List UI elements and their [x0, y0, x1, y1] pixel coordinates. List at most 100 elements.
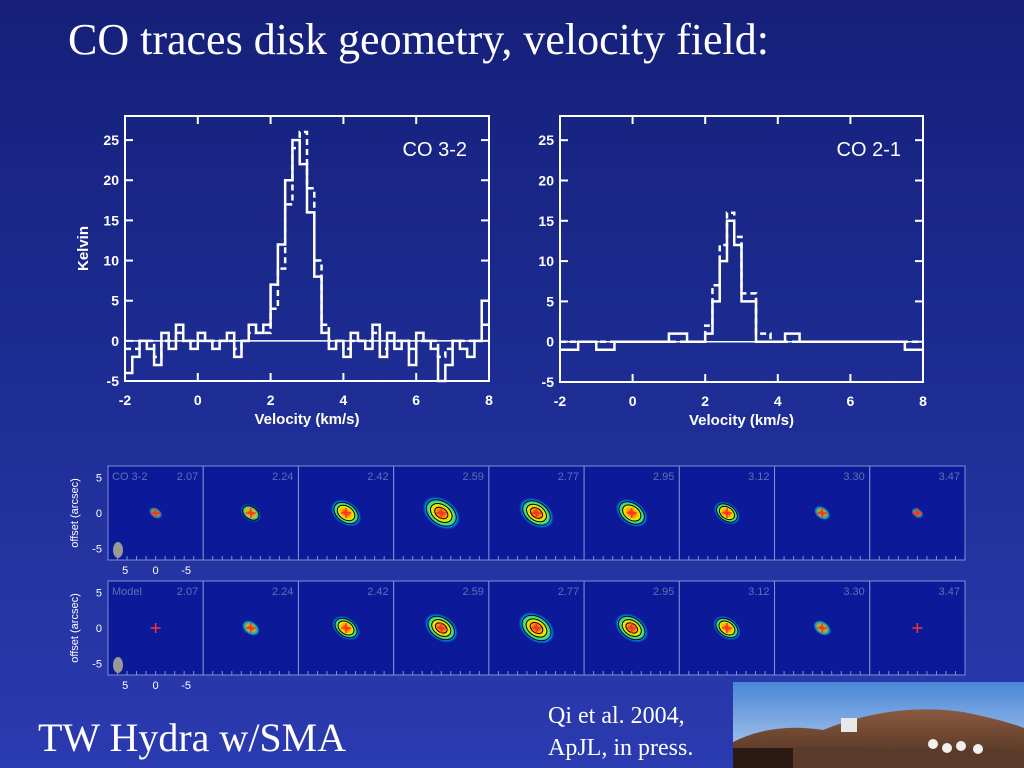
contour: [625, 622, 639, 634]
x-tick-label: 6: [412, 392, 420, 408]
contour: [431, 619, 452, 637]
contour: [427, 615, 456, 641]
channel-row-label: CO 3-2: [112, 471, 147, 483]
y-tick-label: 0: [111, 333, 119, 349]
contour: [337, 620, 355, 636]
x-tick-label: 0: [153, 680, 159, 692]
spectrum-series-1: [125, 138, 489, 383]
y-tick-label: -5: [107, 373, 120, 389]
x-tick-label: 2: [701, 393, 709, 409]
channel-velocity-label: 2.77: [558, 586, 579, 598]
beam-ellipse: [113, 657, 123, 673]
contour: [434, 622, 448, 634]
channel-map-row-observed: 2.07 CO 3-2 2.24 2.42 2.59 2.77 2.95 3.12 3.30 3.…: [69, 465, 966, 577]
contour: [526, 503, 547, 523]
channel-velocity-label: 2.95: [653, 586, 674, 598]
slide-title: CO traces disk geometry, velocity field:: [68, 15, 769, 64]
channel-velocity-label: 3.30: [843, 586, 864, 598]
channel-map-row-model: 2.07 Model 2.24 2.42 2.59 2.77 2.95 3.12 3.30 3.4…: [69, 580, 966, 692]
channel-velocity-label: 3.30: [843, 471, 864, 483]
contour: [425, 499, 457, 527]
channel-panel: 2.59: [393, 580, 490, 676]
contour: [242, 505, 260, 521]
channel-panel: 3.47: [869, 465, 966, 561]
contour: [529, 507, 544, 519]
contour: [333, 501, 359, 525]
x-tick-label: -2: [554, 393, 567, 409]
x-tick-label: -5: [181, 680, 191, 692]
channel-panel: 2.95: [583, 465, 680, 561]
channel-panel: 2.07 CO 3-2: [107, 465, 204, 561]
plot-frame: [559, 115, 924, 383]
contour: [521, 614, 552, 642]
channel-velocity-label: 2.77: [558, 471, 579, 483]
x-tick-label: 5: [122, 565, 128, 577]
channel-velocity-label: 3.47: [939, 471, 960, 483]
panel-label: CO 2-1: [837, 139, 901, 161]
x-tick-label: 6: [847, 393, 855, 409]
y-tick-label: 25: [103, 132, 119, 148]
y-tick-label: -5: [92, 544, 102, 556]
channel-velocity-label: 2.07: [177, 586, 198, 598]
contour: [522, 500, 551, 526]
channel-panel: 2.42: [297, 580, 395, 676]
citation: Qi et al. 2004, ApJL, in press.: [548, 700, 693, 764]
channel-velocity-label: 2.07: [177, 471, 198, 483]
y-tick-label: -5: [92, 659, 102, 671]
channel-velocity-label: 2.42: [367, 586, 388, 598]
beam-ellipse: [113, 542, 123, 558]
contour: [430, 502, 453, 524]
y-tick-label: 5: [546, 293, 554, 309]
x-tick-label: 5: [122, 680, 128, 692]
contour: [621, 619, 642, 637]
channel-velocity-label: 3.47: [939, 586, 960, 598]
spectrum-panel-1: -2 0 2 4 6 8 -5 0 5 10 15 20 25 CO 3-2 Velocity (km/s)…: [75, 115, 493, 428]
channel-velocity-label: 2.59: [462, 471, 483, 483]
channel-velocity-label: 3.12: [748, 586, 769, 598]
channel-velocity-label: 2.24: [272, 471, 293, 483]
channel-panel: 3.12: [678, 465, 776, 561]
y-tick-label: 20: [103, 172, 119, 188]
y-tick-label: 5: [111, 293, 119, 309]
channel-panel: 2.59: [393, 465, 490, 561]
y-tick-label: 0: [546, 334, 554, 350]
y-axis-label: Kelvin: [75, 226, 92, 271]
x-tick-label: -5: [181, 565, 191, 577]
y-tick-label: 5: [96, 472, 102, 484]
channel-panel: 2.42: [297, 465, 395, 561]
contour: [617, 615, 646, 641]
x-axis-label: Velocity (km/s): [689, 412, 794, 429]
channel-panel: 2.95: [583, 580, 680, 676]
channel-panel: 3.47: [869, 580, 966, 676]
contour: [718, 505, 735, 521]
spectrum-series-2: [560, 211, 923, 343]
panel-label: CO 3-2: [403, 139, 467, 161]
channel-panel: 3.30: [774, 580, 871, 676]
channel-panel: 3.30: [774, 465, 871, 561]
spectrum-series-2: [125, 130, 489, 359]
channel-panel: 3.12: [678, 580, 776, 676]
channel-velocity-label: 2.95: [653, 471, 674, 483]
y-tick-label: 10: [103, 253, 119, 269]
x-axis-label: Velocity (km/s): [254, 411, 359, 428]
contour: [525, 618, 548, 638]
contour: [715, 503, 738, 523]
y-axis-label: offset (arcsec): [69, 593, 81, 663]
citation-line-1: Qi et al. 2004,: [548, 703, 685, 729]
x-tick-label: 8: [485, 392, 493, 408]
footer-title: TW Hydra w/SMA: [38, 715, 347, 760]
y-tick-label: 10: [538, 253, 554, 269]
y-axis-label: offset (arcsec): [69, 478, 81, 548]
channel-panel: 2.77: [488, 465, 585, 561]
contour: [718, 620, 736, 636]
channel-velocity-label: 2.24: [272, 586, 293, 598]
x-tick-label: 8: [919, 393, 927, 409]
channel-velocity-label: 2.42: [367, 471, 388, 483]
channel-panel: 2.24: [202, 580, 299, 676]
observatory-photo: [733, 682, 1024, 768]
spectrum-panel-2: -2 0 2 4 6 8 -5 0 5 10 15 20 25 CO 2-1 Velocity (km/s): [538, 115, 927, 429]
channel-panel: 2.07 Model: [107, 580, 204, 676]
y-tick-label: 15: [538, 213, 554, 229]
x-tick-label: 0: [629, 393, 637, 409]
